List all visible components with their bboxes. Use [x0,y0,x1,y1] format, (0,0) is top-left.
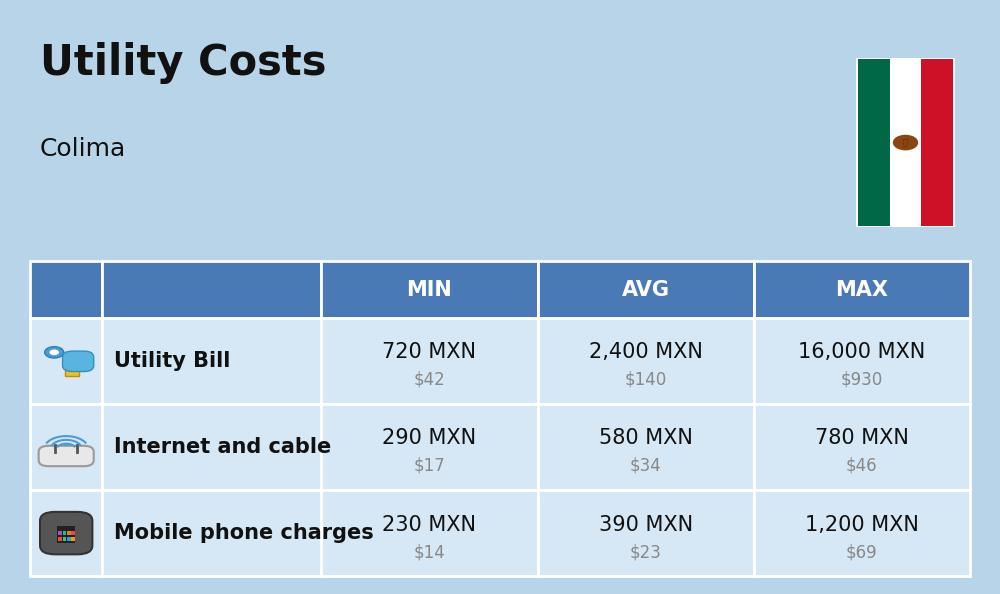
Text: Utility Bill: Utility Bill [114,351,231,371]
Bar [321,490,538,576]
Bar [102,490,321,576]
Bar [65,365,79,376]
Circle shape [49,349,59,355]
Text: $140: $140 [625,371,667,389]
Bar [321,261,538,318]
Text: $42: $42 [414,371,445,389]
Bar [321,318,538,404]
Bar [30,490,102,576]
Circle shape [45,347,64,358]
FancyBboxPatch shape [39,446,94,466]
Text: 1,200 MXN: 1,200 MXN [805,514,919,535]
Text: 2,400 MXN: 2,400 MXN [589,342,703,362]
Bar [102,261,321,318]
Bar [63,537,66,541]
FancyBboxPatch shape [63,351,94,371]
Text: Colima: Colima [40,137,126,160]
Bar [858,59,890,226]
Text: $14: $14 [414,543,445,561]
Text: Internet and cable: Internet and cable [114,437,332,457]
Bar [102,318,321,404]
Bar [30,261,102,318]
Text: 580 MXN: 580 MXN [599,428,693,448]
Bar [58,537,62,541]
Bar [71,537,75,541]
Text: 290 MXN: 290 MXN [382,428,477,448]
Bar [921,59,953,226]
Text: $46: $46 [846,457,878,475]
Bar [57,526,75,542]
Bar [754,490,970,576]
Text: $23: $23 [630,543,662,561]
Bar [30,318,102,404]
Text: 720 MXN: 720 MXN [382,342,477,362]
Text: 🦅: 🦅 [903,138,908,147]
Text: $930: $930 [841,371,883,389]
Bar [754,261,970,318]
FancyBboxPatch shape [40,512,92,554]
Text: 230 MXN: 230 MXN [382,514,477,535]
Text: Utility Costs: Utility Costs [40,42,326,84]
Bar [890,59,921,226]
Text: 780 MXN: 780 MXN [815,428,909,448]
Circle shape [64,443,69,446]
FancyBboxPatch shape [856,58,955,227]
Bar [754,404,970,490]
Bar [30,404,102,490]
Text: AVG: AVG [622,280,670,299]
Text: $17: $17 [414,457,445,475]
Text: MIN: MIN [407,280,452,299]
Bar [321,404,538,490]
Bar [538,261,754,318]
Text: MAX: MAX [835,280,888,299]
Bar [538,318,754,404]
Text: Mobile phone charges: Mobile phone charges [114,523,374,543]
Bar [71,531,75,535]
Bar [102,404,321,490]
Text: 16,000 MXN: 16,000 MXN [798,342,926,362]
Bar [67,531,71,535]
Bar [58,531,62,535]
Bar [538,490,754,576]
Bar [754,318,970,404]
Bar [67,537,71,541]
Text: 390 MXN: 390 MXN [599,514,693,535]
Text: $69: $69 [846,543,878,561]
Bar [538,404,754,490]
Text: $34: $34 [630,457,662,475]
Bar [63,531,66,535]
Circle shape [894,135,918,150]
